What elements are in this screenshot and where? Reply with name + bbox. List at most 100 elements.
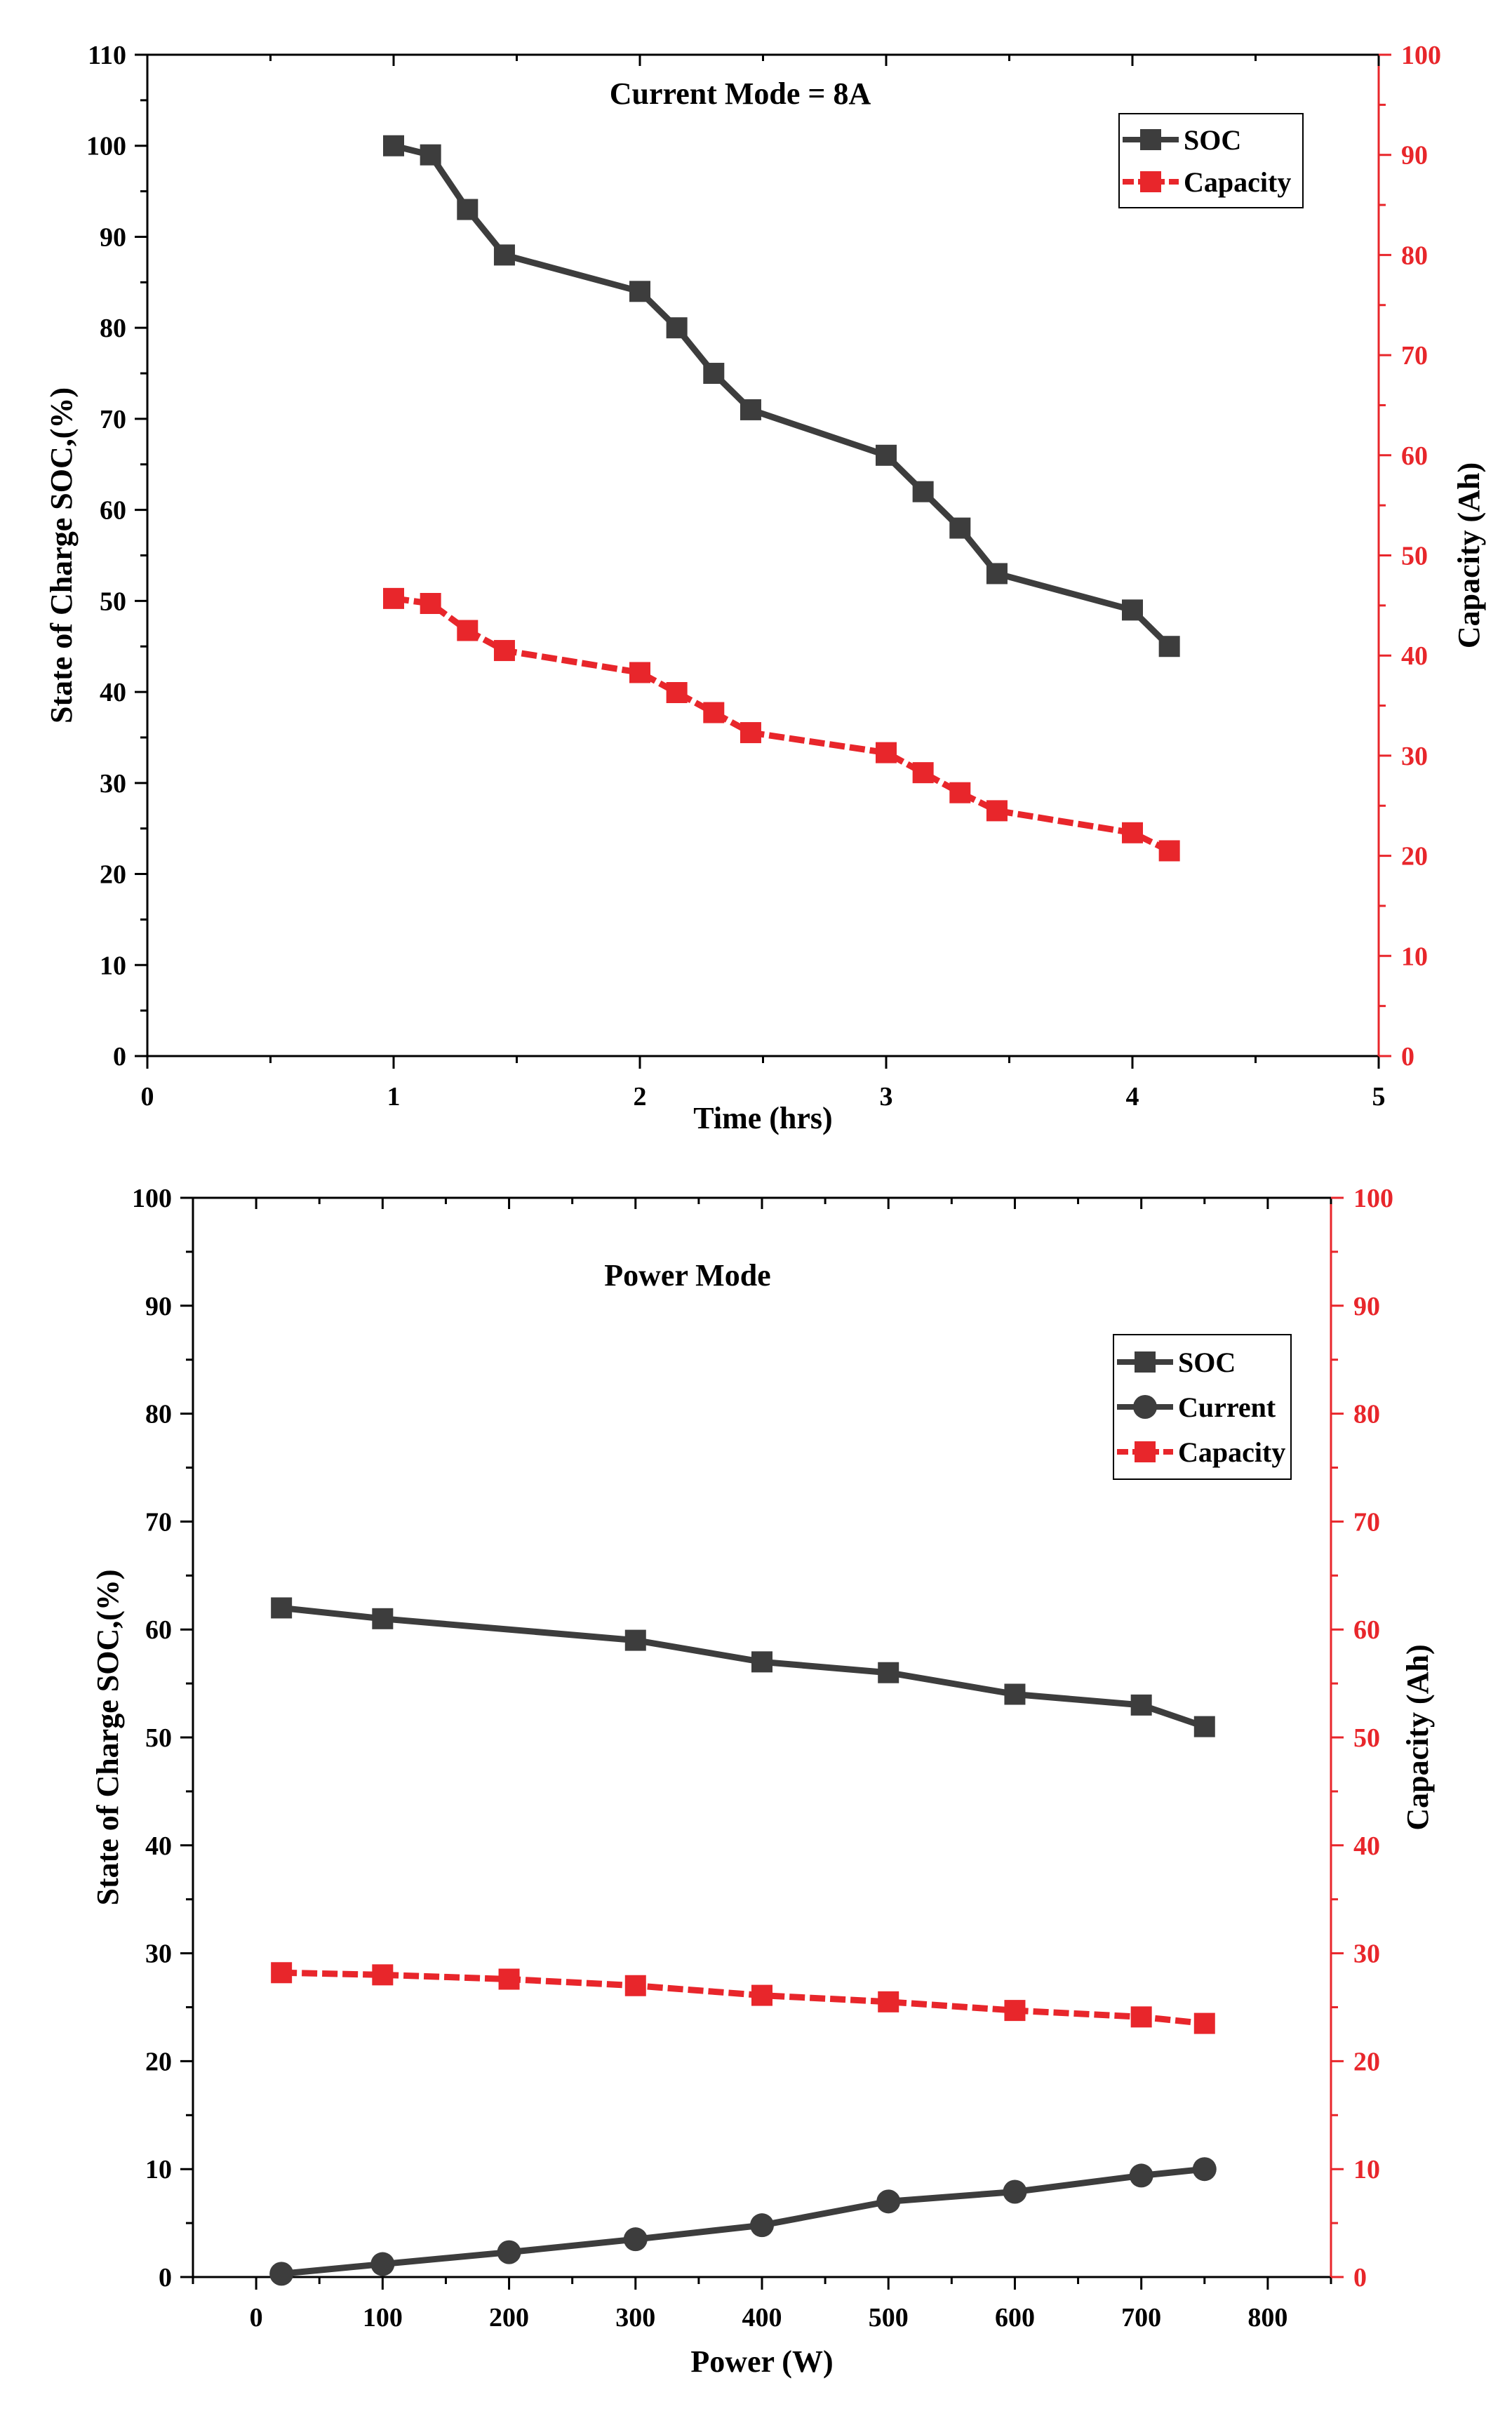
chart2-y-tick-label: 10	[145, 2155, 172, 2184]
chart1-legend-marker-soc	[1140, 129, 1161, 150]
chart2-series-current-point	[497, 2240, 521, 2264]
chart1-series-soc-point	[1158, 636, 1180, 657]
chart1-y-tick-label: 0	[113, 1042, 126, 1072]
chart2-series-current-line	[281, 2165, 1205, 2277]
chart2-series-current-point	[269, 2262, 294, 2286]
chart1-y2-axis-title: Capacity (Ah)	[1452, 462, 1486, 648]
chart1-series-soc-point	[949, 517, 971, 539]
chart-current-mode: 0 1 2 3 4 50102030405060708090100110010203040…	[44, 41, 1486, 1135]
chart2-y2-tick-label: 70	[1353, 1507, 1380, 1537]
chart2-y-tick-label: 20	[145, 2047, 172, 2076]
chart2-series-capacity-point	[1004, 2000, 1026, 2022]
chart1-series-capacity-point	[740, 722, 761, 744]
chart2-y-axis-title: State of Charge SOC,(%)	[91, 1569, 125, 1905]
chart2-series-soc-point	[372, 1608, 394, 1629]
chart2-x-axis-title: Power (W)	[690, 2344, 833, 2379]
chart2-x-tick-label: 500	[869, 2303, 909, 2332]
chart1-y2-tick-label: 70	[1401, 341, 1428, 370]
chart1-series-capacity-point	[1158, 840, 1180, 862]
chart1-y2-tick-label: 50	[1401, 542, 1428, 571]
chart2-series-capacity-point	[498, 1968, 520, 1990]
chart1-y2-tick-label: 80	[1401, 241, 1428, 270]
chart2-series-soc-point	[624, 1629, 646, 1651]
chart1-y-tick-label: 60	[100, 496, 126, 526]
chart2-legend-label-soc: SOC	[1178, 1347, 1236, 1378]
chart1-series-soc-point	[703, 363, 725, 385]
chart2-x-tick-label: 300	[615, 2303, 655, 2332]
chart2-legend-marker-current	[1133, 1395, 1157, 1419]
chart1-series-soc-point	[876, 444, 897, 466]
chart1-series-soc-point	[986, 563, 1008, 585]
chart1-series-capacity	[383, 587, 1180, 862]
chart1-x-tick-label: 5	[1372, 1082, 1386, 1111]
chart1-y-tick-label: 10	[100, 951, 126, 980]
chart1-series-capacity-point	[420, 592, 441, 614]
chart2-y-tick-label: 70	[145, 1507, 172, 1537]
chart2-y2-tick-label: 90	[1353, 1292, 1380, 1321]
chart2-x-tick-label: 800	[1247, 2303, 1287, 2332]
chart1-y2-tick-label: 60	[1401, 441, 1428, 471]
chart2-y2-tick-label: 40	[1353, 1831, 1380, 1861]
chart1-series-soc-point	[629, 281, 650, 302]
chart2-series-current-point	[750, 2213, 774, 2238]
chart1-y2-tick-label: 90	[1401, 141, 1428, 171]
chart2-series-current-point	[623, 2227, 648, 2252]
chart2-series-current-point	[1129, 2163, 1153, 2188]
chart2-series-capacity-point	[372, 1964, 394, 1986]
chart2-series-soc-point	[1004, 1683, 1026, 1705]
chart2-legend: SOC Current Capacity	[1113, 1334, 1292, 1480]
chart2-y-tick-label: 100	[132, 1184, 172, 1213]
chart1-x-tick-label: 4	[1126, 1082, 1139, 1111]
chart2-x-tick-label: 0	[250, 2303, 263, 2332]
chart2-series-capacity-point	[1130, 2006, 1152, 2028]
chart1-series-capacity-point	[1122, 822, 1143, 843]
chart2-legend-marker-capacity	[1135, 1441, 1156, 1462]
chart2-legend-label-capacity: Capacity	[1178, 1436, 1285, 1468]
chart1-series-soc-point	[420, 144, 441, 166]
chart1-x-tick-label: 3	[880, 1082, 893, 1111]
chart1-series-capacity-point	[703, 702, 725, 723]
chart1-series-capacity-point	[493, 640, 515, 662]
chart2-series-current-point	[876, 2189, 901, 2214]
chart2-y2-tick-label: 60	[1353, 1615, 1380, 1645]
chart-power-mode: 0 100 200 300 400 500 600 700 800010203040506070…	[91, 1184, 1435, 2379]
chart2-y2-tick-label: 20	[1353, 2047, 1380, 2076]
chart1-series-soc-point	[457, 199, 479, 220]
chart1-y-tick-label: 20	[100, 860, 126, 890]
chart2-x-tick-label: 200	[489, 2303, 529, 2332]
chart1-y-tick-label: 50	[100, 587, 126, 616]
chart1-x-axis-title: Time (hrs)	[693, 1101, 832, 1135]
chart1-legend-label-soc: SOC	[1184, 124, 1241, 156]
chart2-legend-label-current: Current	[1178, 1391, 1276, 1423]
chart1-series-capacity-line	[393, 595, 1171, 854]
chart2-y2-tick-label: 100	[1353, 1184, 1393, 1213]
chart1-y2-tick-label: 40	[1401, 641, 1428, 671]
chart2-y2-tick-label: 30	[1353, 1940, 1380, 1969]
chart1-title: Current Mode = 8A	[610, 76, 871, 111]
chart2-series-soc-point	[751, 1651, 772, 1673]
chart1-y-axis-title: State of Charge SOC,(%)	[44, 387, 79, 723]
chart2-series-capacity-point	[271, 1962, 293, 1984]
chart1-legend: SOC Capacity	[1118, 113, 1304, 208]
chart1-series-soc-point	[493, 244, 515, 266]
chart2-y-tick-label: 50	[145, 1723, 172, 1753]
chart2-series-soc-point	[271, 1597, 293, 1619]
chart2-series-current	[269, 2157, 1217, 2286]
chart1-y-tick-label: 70	[100, 405, 126, 434]
chart2-y2-tick-label: 0	[1353, 2263, 1367, 2292]
chart1-series-capacity-point	[986, 800, 1008, 822]
chart2-y2-axis-title: Capacity (Ah)	[1400, 1644, 1435, 1830]
chart1-y-tick-label: 110	[88, 41, 126, 70]
chart2-series-soc-point	[1130, 1694, 1152, 1716]
chart2-series-capacity-point	[751, 1984, 772, 2006]
chart1-x-tick-label: 1	[387, 1082, 401, 1111]
chart2-x-tick-label: 600	[995, 2303, 1035, 2332]
chart2-y2-tick-label: 10	[1353, 2155, 1380, 2184]
chart1-series-capacity-point	[949, 782, 971, 803]
chart1-series-capacity-point	[629, 662, 650, 683]
chart2-series-soc	[271, 1597, 1215, 1737]
chart2-y-tick-label: 30	[145, 1940, 172, 1969]
chart1-series-soc	[383, 135, 1180, 657]
chart1-y-tick-label: 30	[100, 769, 126, 799]
chart2-x-tick-label: 700	[1121, 2303, 1161, 2332]
